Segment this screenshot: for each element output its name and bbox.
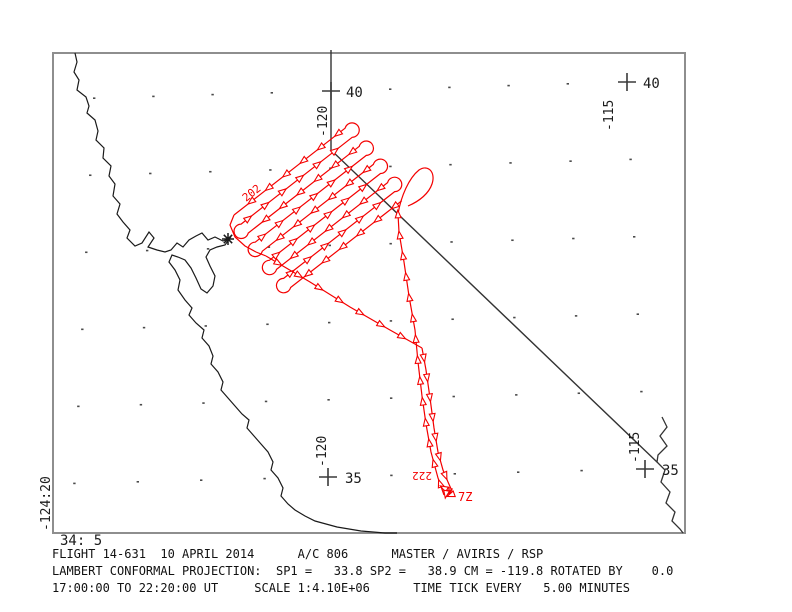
colorado-river-border xyxy=(656,416,684,534)
graticule-labels: 40 40 35 35 -120 -115 -120 -115 -124:20 … xyxy=(39,76,679,549)
corner-lat-label: 34: 5 xyxy=(60,533,102,549)
lon-label-120-north: -120 xyxy=(316,106,331,137)
track-label-line-start: 202 xyxy=(240,182,264,204)
california-coastline xyxy=(73,52,397,534)
track-label-line-end: 222 xyxy=(412,469,432,482)
lat-label-40-east: 40 xyxy=(643,76,660,92)
site-star-marker xyxy=(222,233,234,245)
lon-label-115-south: -115 xyxy=(628,432,643,463)
footer-time-scale-info: 17:00:00 TO 22:20:00 UT SCALE 1:4.10E+06… xyxy=(52,581,630,595)
flight-track xyxy=(229,122,456,500)
track-label-terminus: 7Z xyxy=(458,490,472,504)
lon-label-115-north: -115 xyxy=(602,100,617,131)
footer-flight-info: FLIGHT 14-631 10 APRIL 2014 A/C 806 MAST… xyxy=(52,547,544,561)
lat-label-35-east: 35 xyxy=(662,463,679,479)
corner-lon-label: -124:20 xyxy=(39,476,54,531)
lat-label-40-west: 40 xyxy=(346,85,363,101)
lon-label-120-south: -120 xyxy=(315,436,330,467)
footer-projection-info: LAMBERT CONFORMAL PROJECTION: SP1 = 33.8… xyxy=(52,564,674,578)
graticule-crosses xyxy=(319,73,654,486)
track-labels: 202 222 7Z xyxy=(240,182,473,504)
graticule-dots xyxy=(73,83,643,485)
lat-label-35-west: 35 xyxy=(345,471,362,487)
map-frame xyxy=(52,52,686,534)
